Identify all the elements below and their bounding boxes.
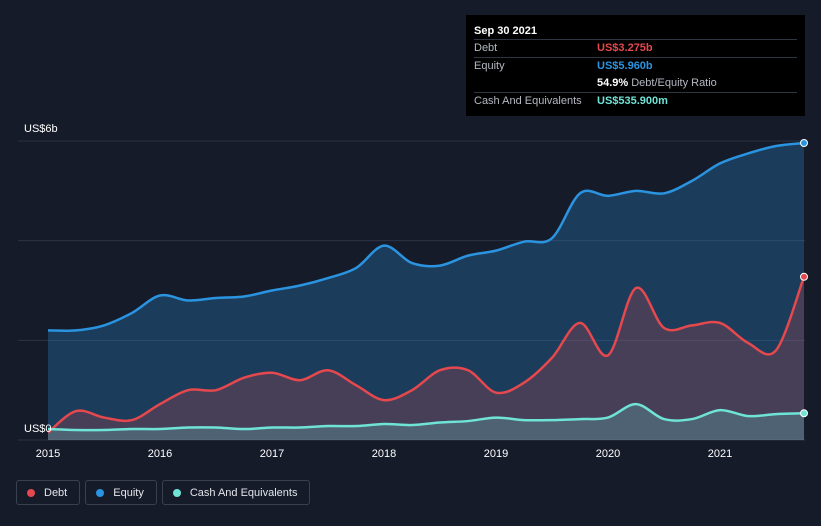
tooltip-date: Sep 30 2021	[474, 25, 537, 37]
x-axis-ticks: 2015 2016 2017 2018 2019 2020 2021	[36, 448, 732, 460]
x-tick-label-2016: 2016	[148, 448, 172, 460]
x-tick-label-2020: 2020	[596, 448, 620, 460]
y-tick-label-zero: US$0	[24, 423, 52, 435]
series-areas	[48, 142, 804, 440]
x-tick-label-2019: 2019	[484, 448, 508, 460]
area-debt	[48, 276, 804, 440]
area-cash-and-equivalents	[48, 404, 804, 440]
legend-label-debt: Debt	[44, 486, 68, 499]
end-marker-debt	[800, 272, 808, 281]
tooltip-equity-value: US$5.960b	[597, 60, 653, 72]
tooltip-ratio-suffix: Debt/Equity Ratio	[631, 77, 717, 89]
legend-dot-cash	[172, 488, 181, 497]
series-lines	[47, 141, 806, 434]
line-equity	[47, 141, 805, 332]
x-tick-label-2021: 2021	[708, 448, 732, 460]
line-cash-and-equivalents	[47, 402, 805, 432]
tooltip-row-equity: Equity US$5.960b	[474, 57, 797, 75]
y-tick-label-top: US$6b	[24, 123, 58, 135]
chart-legend: Debt Equity Cash And Equivalents	[16, 480, 311, 507]
y-axis-ticks: US$6b US$0	[24, 123, 58, 435]
legend-item-cash[interactable]: Cash And Equivalents	[161, 480, 311, 505]
x-tick-label-2015: 2015	[36, 448, 60, 460]
tooltip-panel: Sep 30 2021 Debt US$3.275b Equity US$5.9…	[466, 15, 805, 116]
tooltip-row-debt: Debt US$3.275b	[474, 39, 797, 57]
end-marker-equity	[800, 138, 808, 147]
legend-item-equity[interactable]: Equity	[85, 480, 157, 505]
area-equity	[48, 142, 804, 440]
tooltip-ratio-value: 54.9%	[597, 77, 629, 89]
tooltip-cash-value: US$535.900m	[597, 95, 668, 107]
tooltip-debt-value: US$3.275b	[597, 42, 653, 54]
tooltip-row-ratio: 54.9% Debt/Equity Ratio	[474, 75, 797, 92]
grid-lines	[18, 140, 805, 441]
legend-item-debt[interactable]: Debt	[16, 480, 81, 505]
x-tick-label-2018: 2018	[372, 448, 396, 460]
legend-dot-debt	[27, 488, 35, 497]
tooltip-ratio-label	[474, 75, 597, 92]
legend-label-equity: Equity	[113, 486, 144, 499]
tooltip-row-cash: Cash And Equivalents US$535.900m	[474, 92, 797, 110]
end-marker-cash-and-equivalents	[800, 409, 808, 418]
tooltip-debt-label: Debt	[474, 42, 498, 54]
tooltip-equity-label: Equity	[474, 60, 505, 72]
x-tick-label-2017: 2017	[260, 448, 284, 460]
series-end-markers	[800, 138, 808, 418]
legend-dot-equity	[96, 488, 105, 497]
tooltip-cash-label: Cash And Equivalents	[474, 95, 582, 107]
line-debt	[47, 276, 806, 434]
legend-label-cash: Cash And Equivalents	[189, 486, 298, 499]
